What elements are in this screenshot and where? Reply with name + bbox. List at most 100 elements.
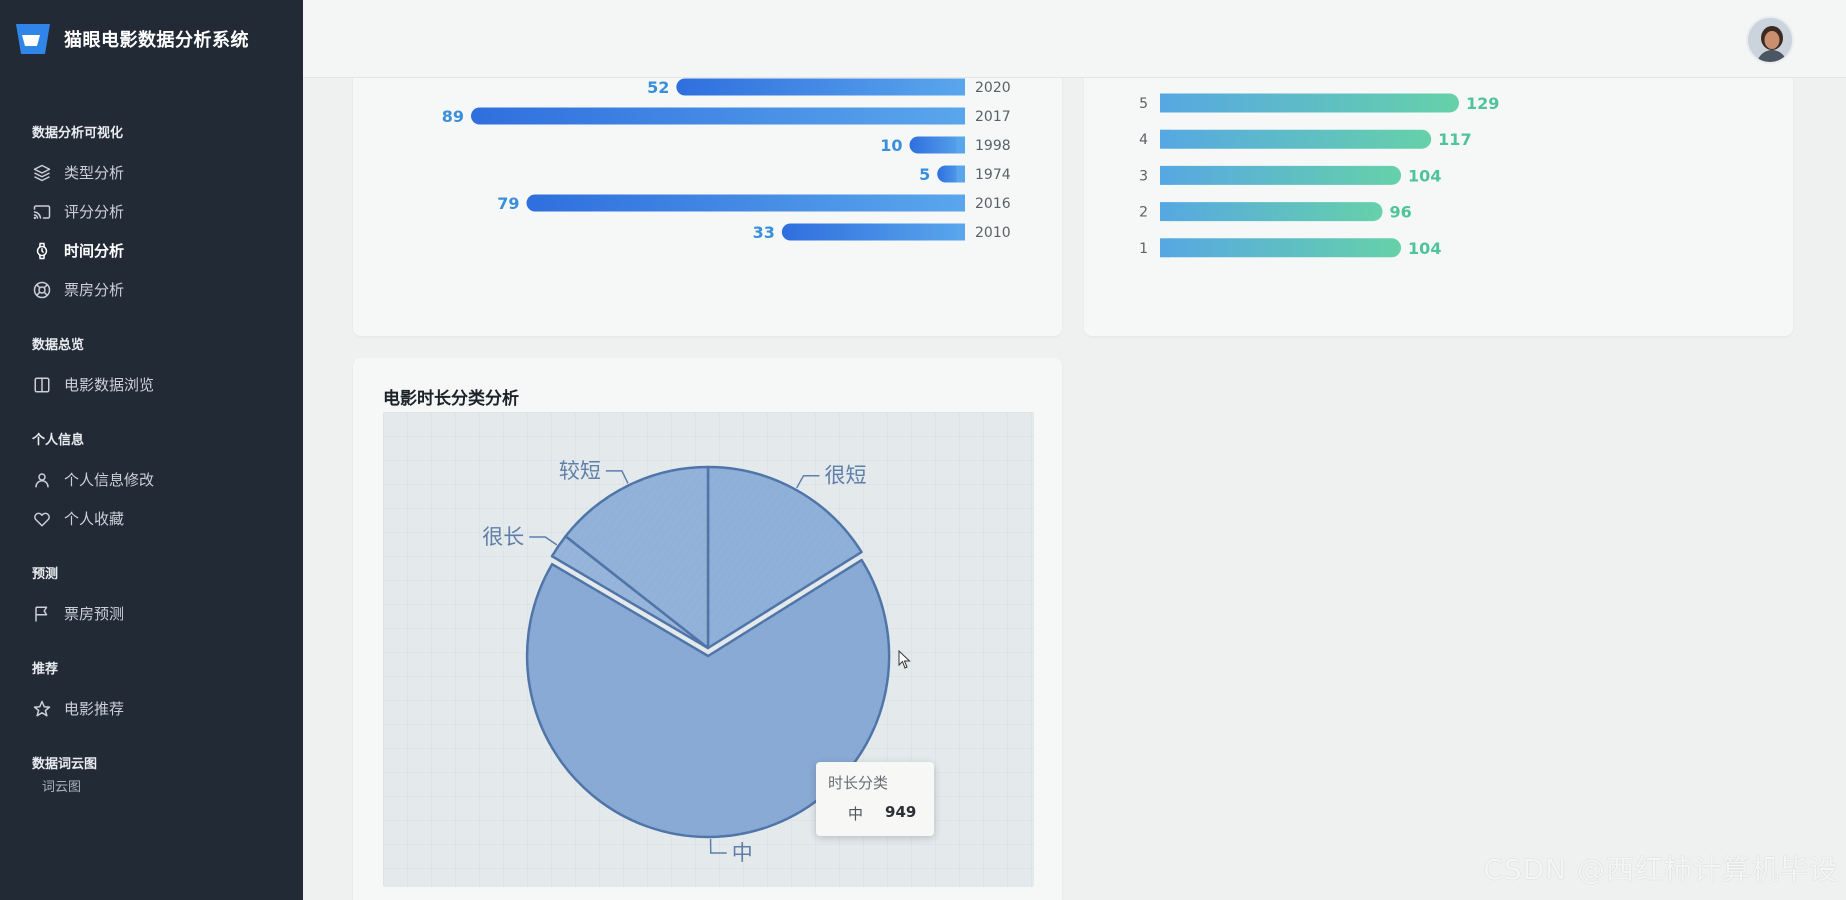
bar-start-3 [1160, 165, 1170, 185]
bar-start-4 [1160, 129, 1170, 149]
star-icon [32, 699, 52, 719]
columns-icon [32, 375, 52, 395]
bar-rating-1[interactable] [1160, 238, 1402, 258]
bar-start-1 [1160, 238, 1170, 258]
sidebar-item-label: 票房预测 [64, 605, 125, 623]
sidebar-item-favorites[interactable]: 个人收藏 [32, 499, 303, 538]
bar-category-label: 2016 [975, 196, 1011, 212]
watch-icon [32, 241, 52, 261]
nav-section-title: 数据词云图 [32, 757, 98, 772]
pie-leader-line [709, 838, 727, 854]
rating-bar-chart-card: 129 5 117 4 104 3 96 2 104 1 [1084, 60, 1793, 336]
bar-value-label: 10 [880, 136, 902, 155]
bar-value-label: 52 [647, 78, 669, 97]
heart-icon [32, 509, 52, 529]
bar-2020[interactable] [676, 78, 965, 96]
sidebar: 猫眼电影数据分析系统 数据分析可视化 类型分析 评分分析 时间分析 [0, 0, 303, 900]
bar-end-2020 [956, 78, 965, 96]
flag-icon [32, 604, 52, 624]
bar-1998[interactable] [909, 136, 965, 154]
sidebar-item-boxoffice-analysis[interactable]: 票房分析 [32, 270, 303, 309]
sidebar-item-label: 类型分析 [64, 164, 125, 182]
sidebar-item-movie-browse[interactable]: 电影数据浏览 [32, 365, 303, 404]
bar-category-label: 2010 [975, 225, 1011, 241]
nav-section-wordcloud: 数据词云图 词云图 [32, 755, 303, 794]
sidebar-item-type-analysis[interactable]: 类型分析 [32, 153, 303, 192]
pie-chart-area: 很短中 很长 较短 [383, 412, 1034, 887]
nav-section-recommend: 推荐 电影推荐 [32, 660, 303, 728]
sidebar-item-label: 票房分析 [64, 281, 125, 299]
nav-section-title: 推荐 [32, 662, 59, 677]
pie-slice-texture [551, 536, 708, 648]
sidebar-item-time-analysis[interactable]: 时间分析 [32, 231, 303, 270]
pie-leader-line [529, 536, 558, 546]
sidebar-item-movie-recommend[interactable]: 电影推荐 [32, 689, 303, 728]
bar-2010[interactable] [781, 223, 965, 241]
bar-2017[interactable] [471, 107, 965, 125]
bar-rating-5[interactable] [1160, 93, 1459, 113]
bar-start-2 [1160, 202, 1170, 222]
sidebar-item-label: 电影推荐 [64, 700, 125, 718]
bar-value-label: 96 [1390, 203, 1412, 222]
bar-end-2017 [956, 107, 965, 125]
sidebar-item-wordcloud[interactable]: 词云图 [32, 776, 303, 795]
nav-section-title: 数据分析可视化 [32, 126, 124, 141]
bar-category-label: 1974 [975, 167, 1011, 183]
bar-category-label: 1998 [975, 138, 1011, 154]
pie-leader-line [796, 474, 820, 489]
layers-icon [32, 163, 52, 183]
bar-end-1974 [956, 165, 965, 183]
pie-label: 中 [732, 841, 753, 865]
bar-end-1998 [956, 136, 965, 154]
bar-rating-2[interactable] [1160, 202, 1383, 222]
avatar-image [1748, 18, 1792, 62]
bar-value-label: 89 [442, 107, 464, 126]
pie-slice-texture [527, 560, 890, 837]
bar-category-label: 2020 [975, 80, 1011, 96]
bar-2016[interactable] [526, 194, 965, 212]
pie-slice-texture [708, 467, 862, 648]
bar-category-label: 1 [1139, 241, 1148, 257]
logo-icon [16, 24, 50, 54]
sidebar-item-label: 个人信息修改 [64, 471, 155, 489]
nav-section-title: 预测 [32, 567, 59, 582]
tooltip-label: 中 [848, 805, 864, 823]
sidebar-item-label: 电影数据浏览 [64, 376, 155, 394]
top-header [303, 0, 1846, 78]
sidebar-item-boxoffice-prediction[interactable]: 票房预测 [32, 594, 303, 633]
sidebar-item-label: 个人收藏 [64, 510, 125, 528]
nav-section-personal: 个人信息 个人信息修改 个人收藏 [32, 431, 303, 538]
sidebar-item-rating-analysis[interactable]: 评分分析 [32, 192, 303, 231]
pie-label: 很短 [825, 464, 867, 488]
bar-end-2010 [956, 223, 965, 241]
bar-category-label: 2017 [975, 109, 1011, 125]
bar-rating-3[interactable] [1160, 165, 1402, 185]
rating-bar-chart: 129 5 117 4 104 3 96 2 104 1 [1139, 93, 1499, 258]
sidebar-item-profile-edit[interactable]: 个人信息修改 [32, 460, 303, 499]
pie-tooltip: 时长分类 中 949 [816, 762, 934, 836]
cast-icon [32, 202, 52, 222]
watermark: CSDN @西红柿计算机毕设 [1483, 853, 1838, 886]
nav-section-title: 个人信息 [32, 433, 85, 448]
user-avatar[interactable] [1746, 16, 1794, 64]
bar-rating-4[interactable] [1160, 129, 1432, 149]
pie-slice-texture [565, 467, 708, 648]
app-title: 猫眼电影数据分析系统 [64, 30, 249, 51]
brand[interactable]: 猫眼电影数据分析系统 [0, 0, 303, 78]
bar-category-label: 5 [1139, 96, 1148, 112]
sidebar-item-label: 时间分析 [64, 242, 125, 260]
nav-section-prediction: 预测 票房预测 [32, 565, 303, 633]
bar-value-label: 104 [1408, 239, 1441, 258]
sidebar-item-label: 评分分析 [64, 203, 125, 221]
bar-value-label: 117 [1438, 130, 1471, 149]
sidebar-nav: 数据分析可视化 类型分析 评分分析 时间分析 [0, 78, 303, 794]
bar-value-label: 5 [919, 165, 930, 184]
bar-value-label: 129 [1466, 94, 1499, 113]
bar-category-label: 3 [1139, 168, 1148, 184]
lifebuoy-icon [32, 280, 52, 300]
pie-label: 很长 [482, 525, 524, 549]
tooltip-title: 时长分类 [828, 774, 889, 792]
pie-chart-title: 电影时长分类分析 [383, 389, 519, 409]
bar-category-label: 2 [1139, 205, 1148, 221]
pie-label: 较短 [559, 459, 601, 483]
